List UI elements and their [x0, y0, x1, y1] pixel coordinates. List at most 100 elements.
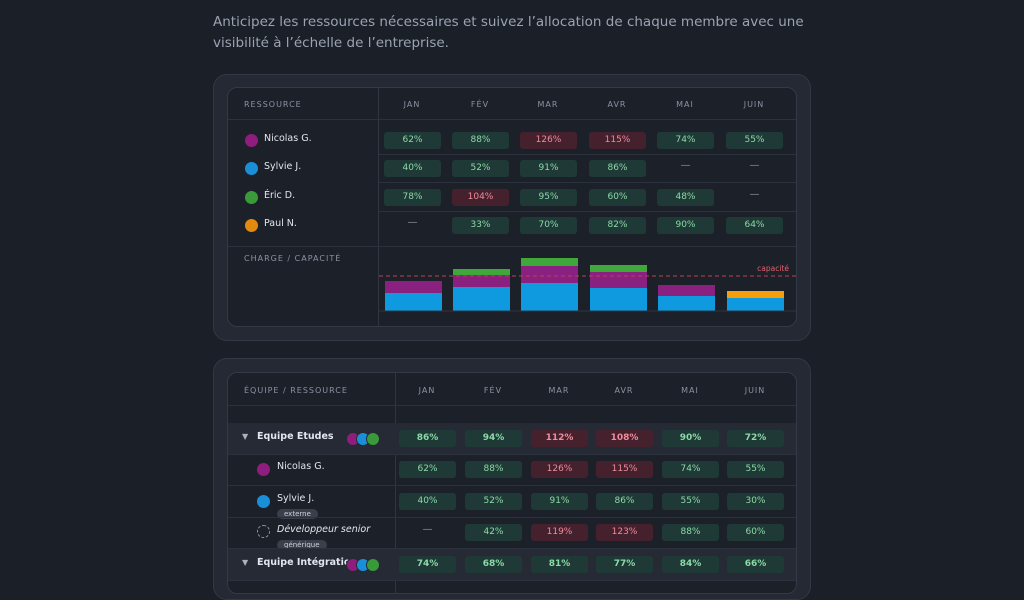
- allocation-cell: 90%: [657, 217, 714, 234]
- allocation-cell: 88%: [662, 524, 719, 541]
- row-line: [228, 485, 796, 486]
- allocation-cell: 88%: [452, 132, 509, 149]
- avatar: [257, 463, 270, 476]
- chart-label: CHARGE / CAPACITÉ: [244, 254, 342, 263]
- row-line: [378, 154, 796, 155]
- allocation-cell: 64%: [726, 217, 783, 234]
- allocation-cell: 86%: [589, 160, 646, 177]
- allocation-cell: 52%: [465, 492, 522, 510]
- column-header: ÉQUIPE / RESSOURCE: [244, 386, 348, 395]
- allocation-cell: 42%: [465, 524, 522, 541]
- member-name: Sylvie J.: [277, 492, 315, 504]
- resource-name: Sylvie J.: [264, 161, 302, 172]
- allocation-cell: 91%: [531, 492, 588, 510]
- avatar: [245, 191, 258, 204]
- month-header: AVR: [614, 386, 634, 395]
- member-dot: [366, 557, 380, 572]
- allocation-cell: 115%: [596, 461, 653, 478]
- allocation-cell: 123%: [596, 524, 653, 541]
- allocation-cell: 126%: [531, 461, 588, 478]
- row-line: [378, 182, 796, 183]
- allocation-cell: 112%: [531, 430, 588, 447]
- allocation-cell: 40%: [399, 492, 456, 510]
- allocation-cell: 126%: [520, 132, 577, 149]
- team-table: ÉQUIPE / RESSOURCE JAN FÉV MAR AVR MAI JUIN ▼ Éq…: [227, 372, 797, 594]
- month-header: JAN: [418, 386, 436, 395]
- allocation-cell: 119%: [531, 524, 588, 541]
- allocation-cell: 86%: [596, 492, 653, 510]
- allocation-cell: 62%: [384, 132, 441, 149]
- resource-name: Paul N.: [264, 218, 297, 229]
- allocation-cell: 40%: [384, 160, 441, 177]
- allocation-cell: 52%: [452, 160, 509, 177]
- member-name: Développeur senior: [277, 524, 371, 535]
- allocation-cell: 86%: [399, 430, 456, 447]
- allocation-cell: 55%: [727, 461, 784, 478]
- month-header: JAN: [403, 100, 421, 109]
- month-header: FÉV: [483, 386, 503, 395]
- row-line: [378, 211, 796, 212]
- page: Allocation {"intro": "Anticipez les ress…: [213, 14, 811, 600]
- member-badge: externe: [277, 508, 318, 519]
- allocation-cell: 90%: [662, 430, 719, 447]
- allocation-cell: 62%: [399, 461, 456, 478]
- avatar: [245, 219, 258, 232]
- body: Anticipez les ressources nécessaires et …: [213, 14, 811, 600]
- allocation-cell: 60%: [589, 189, 646, 206]
- group-name: Équipe Études: [257, 431, 334, 442]
- allocation-cell: 74%: [657, 132, 714, 149]
- generic-avatar: [257, 525, 270, 538]
- allocation-cell: 60%: [727, 524, 784, 541]
- allocation-cell: 55%: [726, 132, 783, 149]
- empty-cell: —: [680, 160, 691, 171]
- allocation-cell: 115%: [589, 132, 646, 149]
- avatar: [257, 494, 270, 508]
- month-header: MAI: [681, 386, 699, 395]
- allocation-cell: 78%: [384, 189, 441, 206]
- allocation-cell: 77%: [596, 555, 653, 573]
- month-header: FÉV: [470, 100, 490, 109]
- row-line: [228, 579, 796, 581]
- month-header: AVR: [607, 100, 627, 109]
- allocation-cell: 74%: [399, 555, 456, 573]
- empty-cell: —: [422, 524, 433, 535]
- month-header: MAI: [676, 100, 694, 109]
- allocation-cell: 48%: [657, 189, 714, 206]
- member-name: Nicolas G.: [277, 461, 325, 472]
- capacity-label: capacité: [757, 264, 789, 273]
- column-header: RESSOURCE: [244, 100, 302, 109]
- allocation-cell: 33%: [452, 217, 509, 234]
- allocation-cell: 88%: [465, 461, 522, 478]
- allocation-cell: 81%: [531, 555, 588, 573]
- allocation-cell: 72%: [727, 430, 784, 447]
- resource-table: RESSOURCE JAN FÉV MAR AVR MAI JUIN Nicolas G. 62…: [227, 87, 797, 327]
- header-row-line: [228, 405, 796, 406]
- row-line: [228, 454, 796, 455]
- month-header: JUIN: [744, 386, 766, 395]
- resource-name: Éric D.: [264, 190, 296, 201]
- member-badge: générique: [277, 540, 327, 550]
- resource-name: Nicolas G.: [264, 133, 312, 144]
- row-line: [228, 516, 796, 518]
- expand-icon: ▼: [242, 432, 249, 441]
- avatar: [245, 162, 258, 175]
- empty-cell: —: [749, 189, 760, 200]
- month-header: JUIN: [743, 100, 765, 109]
- allocation-cell: 66%: [727, 555, 784, 573]
- allocation-cell: 68%: [465, 555, 522, 573]
- allocation-cell: 95%: [520, 189, 577, 206]
- allocation-cell: 70%: [520, 217, 577, 234]
- empty-cell: —: [407, 217, 418, 228]
- expand-icon: ▼: [242, 557, 249, 567]
- allocation-cell: 94%: [465, 430, 522, 447]
- allocation-cell: 74%: [662, 461, 719, 478]
- allocation-cell: 108%: [596, 430, 653, 447]
- month-header: MAR: [537, 100, 559, 109]
- allocation-cell: 82%: [589, 217, 646, 234]
- empty-cell: —: [749, 160, 760, 171]
- allocation-cell: 91%: [520, 160, 577, 177]
- section-line: [228, 246, 796, 247]
- column-divider: [395, 373, 396, 593]
- allocation-cell: 84%: [662, 555, 719, 573]
- month-header: MAR: [548, 386, 570, 395]
